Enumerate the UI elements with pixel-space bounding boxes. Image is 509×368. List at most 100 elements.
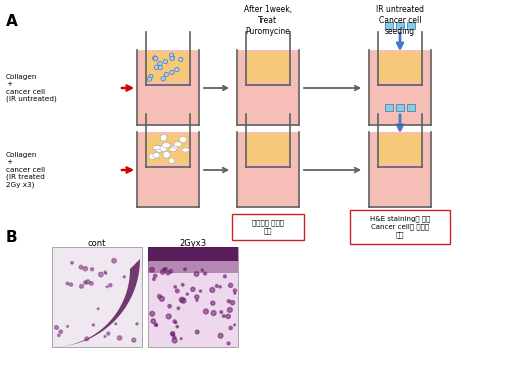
Circle shape [151,319,155,323]
Ellipse shape [163,151,170,158]
Circle shape [158,61,162,66]
Circle shape [170,56,175,61]
Circle shape [132,338,136,342]
Circle shape [195,295,199,299]
Bar [396,104,404,111]
Circle shape [220,311,222,314]
Circle shape [157,294,161,298]
Circle shape [179,57,183,62]
Bar [246,134,290,164]
Circle shape [181,298,186,303]
Circle shape [163,59,167,64]
Circle shape [153,56,157,60]
Text: Collagen
+
cancer cell
(IR treated
2Gy x3): Collagen + cancer cell (IR treated 2Gy x… [6,152,45,188]
Bar [407,22,415,29]
Circle shape [54,326,59,329]
Bar [237,132,299,207]
Circle shape [99,272,103,277]
Circle shape [97,308,99,309]
Circle shape [228,300,230,303]
Circle shape [171,333,175,336]
Circle shape [169,70,174,75]
Ellipse shape [153,146,162,150]
Circle shape [234,293,236,294]
Circle shape [229,326,233,330]
Circle shape [182,283,184,286]
Ellipse shape [168,158,175,163]
Circle shape [69,283,73,286]
Bar [246,52,290,82]
Circle shape [154,274,157,277]
Circle shape [118,336,122,340]
Bar [378,134,422,164]
Ellipse shape [171,145,177,151]
Circle shape [234,324,236,326]
Circle shape [154,65,159,70]
Circle shape [106,286,108,288]
Bar [137,50,199,125]
Circle shape [90,282,93,285]
Circle shape [180,338,182,340]
Circle shape [176,289,179,293]
Circle shape [150,268,154,272]
Ellipse shape [182,148,189,152]
Circle shape [104,271,106,273]
Text: cont: cont [88,239,106,248]
Circle shape [123,276,125,278]
Circle shape [166,314,171,319]
Circle shape [147,77,152,81]
Circle shape [67,325,69,327]
Circle shape [169,269,173,273]
Circle shape [210,287,215,293]
Circle shape [184,268,186,270]
Bar [378,52,422,82]
Bar [137,132,199,207]
Circle shape [136,323,138,325]
Circle shape [169,53,174,57]
Circle shape [175,67,179,72]
Bar [407,104,415,111]
Circle shape [159,296,164,301]
Circle shape [71,262,73,264]
Circle shape [204,272,207,275]
Bar [237,50,299,125]
Circle shape [233,289,237,292]
Circle shape [115,323,117,325]
Circle shape [66,282,69,285]
Circle shape [104,336,106,337]
Bar [52,247,142,347]
Circle shape [173,320,176,323]
Circle shape [92,324,95,326]
Circle shape [166,271,170,275]
Circle shape [154,323,157,326]
Circle shape [109,284,112,287]
Circle shape [163,268,166,271]
Circle shape [219,286,221,288]
Circle shape [79,284,83,288]
Text: B: B [6,230,18,245]
Circle shape [175,322,177,323]
Circle shape [231,301,235,305]
Circle shape [186,293,188,295]
Bar [148,247,238,347]
Circle shape [179,297,184,302]
Text: A: A [6,14,18,29]
Bar [385,104,393,111]
Ellipse shape [179,136,187,142]
Circle shape [86,280,90,284]
Bar [146,52,190,82]
Circle shape [79,265,83,269]
Ellipse shape [160,134,167,141]
Bar [385,22,393,29]
Circle shape [211,301,215,305]
Text: 2Gyx3: 2Gyx3 [180,239,207,248]
Circle shape [174,286,177,288]
Circle shape [218,333,223,338]
Ellipse shape [169,148,177,152]
Ellipse shape [149,153,156,159]
Text: 세포외질 재배열
발생: 세포외질 재배열 발생 [252,220,284,234]
Circle shape [191,287,195,291]
Bar [369,132,431,207]
Circle shape [164,268,167,270]
Bar [396,22,404,29]
